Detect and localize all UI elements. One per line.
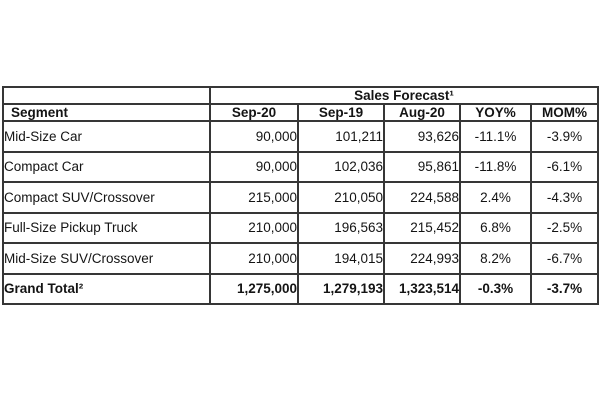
table-row: Compact Car 90,000 102,036 95,861 -11.8%…: [2, 150, 600, 183]
sep19-value: 194,015: [297, 242, 385, 275]
sep19-value: 196,563: [297, 211, 385, 244]
column-header-row: Segment Sep-20 Sep-19 Aug-20 YOY% MOM%: [2, 103, 600, 122]
col-header-yoy: YOY%: [459, 103, 532, 122]
mom-value: -6.1%: [529, 150, 600, 183]
yoy-value: 6.8%: [459, 211, 532, 244]
col-header-mom: MOM%: [529, 103, 600, 122]
col-header-aug-20: Aug-20: [383, 103, 461, 122]
yoy-value: -11.1%: [459, 120, 532, 153]
aug20-total: 1,323,514: [383, 272, 461, 305]
sep20-value: 215,000: [209, 181, 299, 214]
yoy-value: -11.8%: [459, 150, 532, 183]
grand-total-label: Grand Total²: [2, 272, 211, 305]
sep20-total: 1,275,000: [209, 272, 299, 305]
segment-cell: Full-Size Pickup Truck: [2, 211, 211, 244]
col-header-segment: Segment: [2, 103, 211, 122]
segment-cell: Mid-Size Car: [2, 120, 211, 153]
col-header-sep-20: Sep-20: [209, 103, 299, 122]
segment-cell: Compact SUV/Crossover: [2, 181, 211, 214]
sep20-value: 210,000: [209, 211, 299, 244]
mom-value: -4.3%: [529, 181, 600, 214]
table-row: Mid-Size Car 90,000 101,211 93,626 -11.1…: [2, 120, 600, 153]
aug20-value: 215,452: [383, 211, 461, 244]
table-row: Compact SUV/Crossover 215,000 210,050 22…: [2, 181, 600, 214]
aug20-value: 93,626: [383, 120, 461, 153]
sep19-value: 210,050: [297, 181, 385, 214]
sales-forecast-table: Sales Forecast¹ Segment Sep-20 Sep-19 Au…: [2, 86, 600, 305]
table-title: Sales Forecast¹: [208, 86, 600, 105]
aug20-value: 224,993: [383, 242, 461, 275]
yoy-total: -0.3%: [459, 272, 532, 305]
aug20-value: 95,861: [383, 150, 461, 183]
sep19-value: 102,036: [297, 150, 385, 183]
corner-empty-cell: [2, 86, 211, 105]
grand-total-row: Grand Total² 1,275,000 1,279,193 1,323,5…: [2, 272, 600, 305]
segment-cell: Compact Car: [2, 150, 211, 183]
sep19-value: 101,211: [297, 120, 385, 153]
col-header-sep-19: Sep-19: [297, 103, 385, 122]
mom-value: -3.9%: [529, 120, 600, 153]
sep19-total: 1,279,193: [297, 272, 385, 305]
table-row: Mid-Size SUV/Crossover 210,000 194,015 2…: [2, 242, 600, 275]
table-row: Full-Size Pickup Truck 210,000 196,563 2…: [2, 211, 600, 244]
mom-total: -3.7%: [529, 272, 600, 305]
yoy-value: 8.2%: [459, 242, 532, 275]
sep20-value: 90,000: [209, 120, 299, 153]
mom-value: -2.5%: [529, 211, 600, 244]
sep20-value: 210,000: [209, 242, 299, 275]
mom-value: -6.7%: [529, 242, 600, 275]
sep20-value: 90,000: [209, 150, 299, 183]
yoy-value: 2.4%: [459, 181, 532, 214]
spanner-row: Sales Forecast¹: [2, 86, 600, 105]
segment-cell: Mid-Size SUV/Crossover: [2, 242, 211, 275]
aug20-value: 224,588: [383, 181, 461, 214]
